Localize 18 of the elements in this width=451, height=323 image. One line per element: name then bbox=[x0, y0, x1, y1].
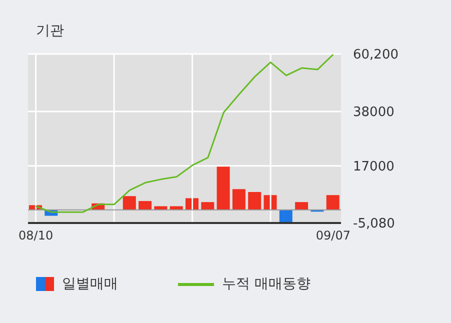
y-tick-label: 38000 bbox=[353, 105, 394, 120]
x-tick-label: 08/10 bbox=[18, 228, 54, 243]
y-tick-label: 60,200 bbox=[353, 48, 398, 63]
bar bbox=[138, 201, 152, 210]
x-tick-label: 09/07 bbox=[316, 228, 350, 243]
chart-title: 기관 bbox=[36, 22, 64, 40]
bar bbox=[295, 202, 308, 210]
bar bbox=[216, 166, 230, 210]
bar bbox=[326, 195, 340, 210]
bar bbox=[248, 192, 262, 210]
y-tick-label: -5,080 bbox=[353, 216, 395, 232]
bar bbox=[232, 189, 246, 210]
line-series bbox=[35, 54, 334, 213]
legend-label: 일별매매 bbox=[62, 275, 118, 293]
y-tick-label: 17000 bbox=[353, 159, 394, 174]
legend-label: 누적 매매동향 bbox=[222, 275, 310, 293]
bar bbox=[201, 202, 214, 210]
bar bbox=[122, 196, 136, 210]
